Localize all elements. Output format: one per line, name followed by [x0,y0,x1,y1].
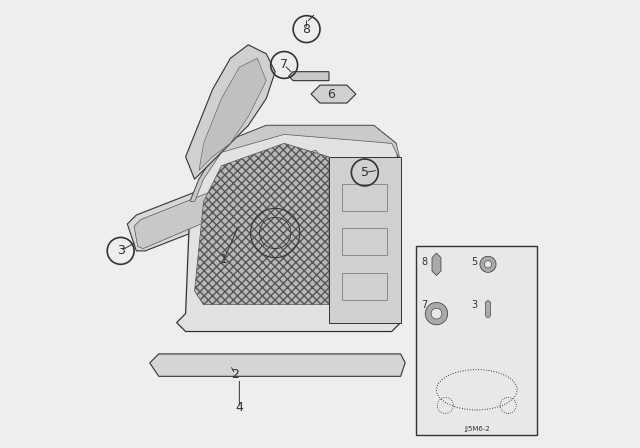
Text: 1: 1 [220,253,228,267]
Polygon shape [199,58,266,170]
Text: 5: 5 [472,257,477,267]
Text: JJ5M6-2: JJ5M6-2 [464,426,490,432]
Text: 8: 8 [303,22,310,36]
FancyBboxPatch shape [417,246,538,435]
Circle shape [431,308,442,319]
Text: 3: 3 [116,244,125,258]
Text: 7: 7 [421,300,428,310]
Text: 4: 4 [236,401,243,414]
Polygon shape [134,150,323,249]
Text: 6: 6 [327,87,335,101]
Polygon shape [289,72,329,81]
Circle shape [484,261,492,268]
Text: 3: 3 [472,300,477,310]
Text: 2: 2 [231,367,239,381]
Text: 5: 5 [361,166,369,179]
Polygon shape [177,125,401,332]
Text: 7: 7 [280,58,288,72]
Polygon shape [195,143,329,305]
Circle shape [426,302,448,325]
Polygon shape [190,125,401,202]
Polygon shape [186,45,275,179]
Text: 8: 8 [421,257,428,267]
Polygon shape [150,354,405,376]
Polygon shape [329,157,401,323]
Polygon shape [311,85,356,103]
Polygon shape [432,253,441,276]
Polygon shape [127,143,329,251]
Circle shape [480,256,496,272]
Polygon shape [485,300,491,318]
